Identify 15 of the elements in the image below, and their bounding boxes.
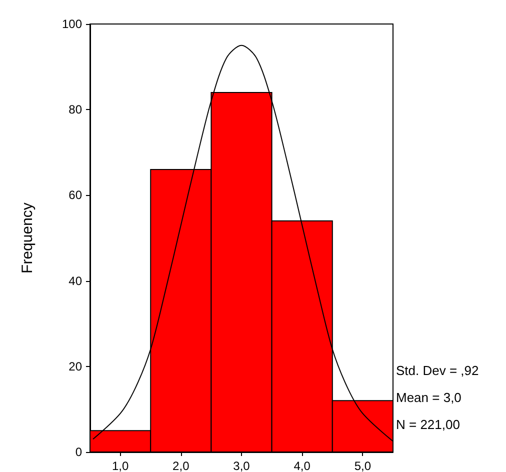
y-tick-label: 0 xyxy=(75,445,82,459)
y-tick-label: 60 xyxy=(68,188,82,202)
y-tick-label: 20 xyxy=(68,359,82,374)
y-tick-label: 40 xyxy=(68,274,82,288)
y-axis-title: Frequency xyxy=(19,202,36,274)
x-tick-label: 1,0 xyxy=(112,459,129,472)
text: Mean = 3,0 xyxy=(396,390,462,405)
y-tick-label: 100 xyxy=(62,17,82,31)
text: N = 221,00 xyxy=(396,417,460,432)
x-tick-label: 3,0 xyxy=(233,459,250,472)
y-tick-label: 80 xyxy=(68,102,82,117)
x-tick-label: 4,0 xyxy=(294,459,311,472)
x-tick-label: 5,0 xyxy=(354,459,372,472)
x-tick-label: 2,0 xyxy=(172,459,190,472)
text: Std. Dev = ,92 xyxy=(396,363,479,378)
